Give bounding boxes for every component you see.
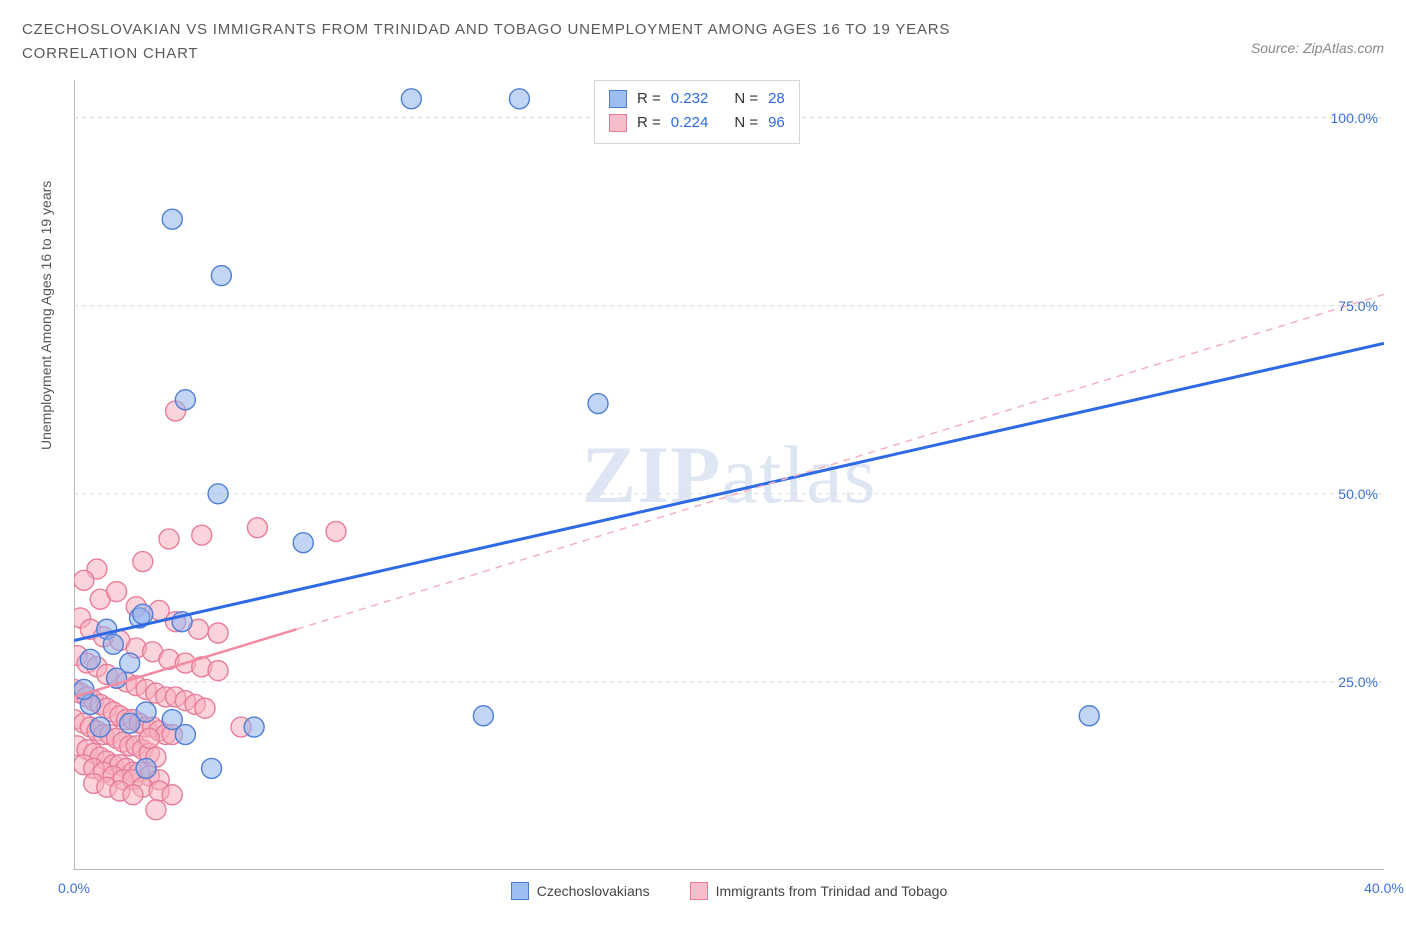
legend-row-blue: R = 0.232 N = 28: [609, 87, 785, 111]
r-value-blue: 0.232: [671, 87, 709, 111]
r-label: R =: [637, 87, 661, 111]
n-label: N =: [734, 87, 758, 111]
y-tick-label: 75.0%: [1338, 298, 1378, 314]
x-tick-label: 0.0%: [58, 880, 90, 896]
source-attribution: Source: ZipAtlas.com: [1251, 40, 1384, 56]
y-tick-label: 100.0%: [1331, 110, 1378, 126]
x-tick-label: 40.0%: [1364, 880, 1404, 896]
swatch-pink-icon: [609, 114, 627, 132]
r-label: R =: [637, 111, 661, 135]
swatch-blue-icon: [609, 90, 627, 108]
source-name: ZipAtlas.com: [1303, 40, 1384, 56]
series-legend: Czechoslovakians Immigrants from Trinida…: [74, 882, 1384, 900]
legend-row-pink: R = 0.224 N = 96: [609, 111, 785, 135]
r-value-pink: 0.224: [671, 111, 709, 135]
y-tick-label: 50.0%: [1338, 486, 1378, 502]
chart-title-block: CZECHOSLOVAKIAN VS IMMIGRANTS FROM TRINI…: [0, 0, 1406, 66]
legend-item-blue: Czechoslovakians: [511, 882, 650, 900]
swatch-blue-icon: [511, 882, 529, 900]
chart-title-line1: CZECHOSLOVAKIAN VS IMMIGRANTS FROM TRINI…: [22, 18, 1384, 42]
legend-label-blue: Czechoslovakians: [537, 883, 650, 899]
source-prefix: Source:: [1251, 40, 1303, 56]
chart-title-line2: CORRELATION CHART: [22, 42, 1384, 66]
y-tick-label: 25.0%: [1338, 674, 1378, 690]
plot-svg: [74, 80, 1384, 870]
y-axis-label: Unemployment Among Ages 16 to 19 years: [38, 181, 54, 450]
n-value-pink: 96: [768, 111, 785, 135]
n-value-blue: 28: [768, 87, 785, 111]
scatter-chart: ZIPatlas R = 0.232 N = 28 R = 0.224 N = …: [74, 80, 1384, 870]
legend-label-pink: Immigrants from Trinidad and Tobago: [716, 883, 948, 899]
n-label: N =: [734, 111, 758, 135]
legend-item-pink: Immigrants from Trinidad and Tobago: [690, 882, 948, 900]
swatch-pink-icon: [690, 882, 708, 900]
correlation-legend: R = 0.232 N = 28 R = 0.224 N = 96: [594, 80, 800, 144]
